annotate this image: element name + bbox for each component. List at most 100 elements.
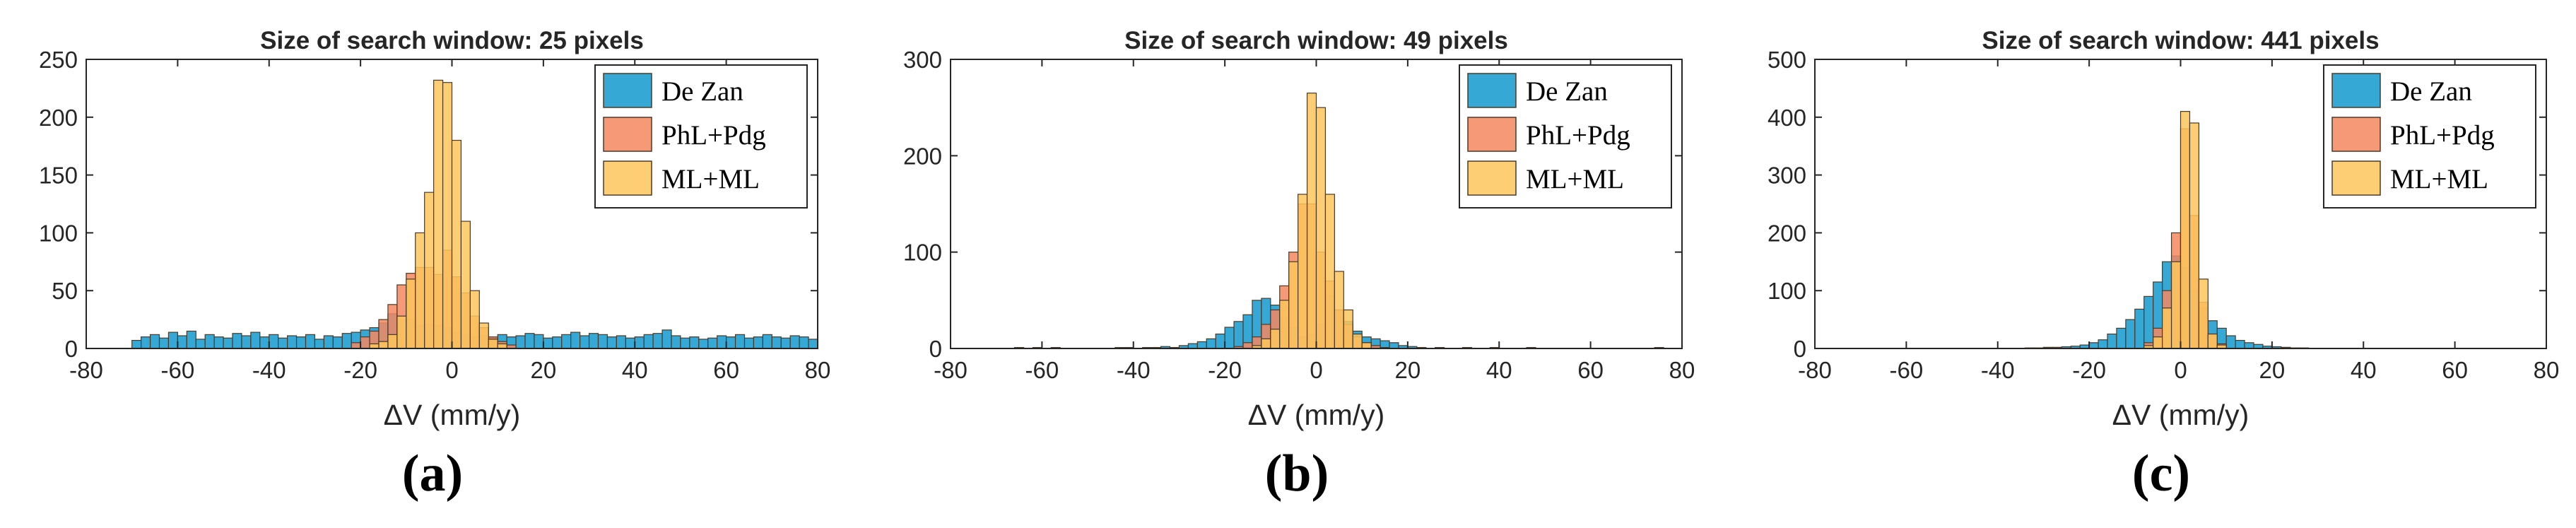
histogram-bar	[2225, 335, 2236, 349]
histogram-bar	[524, 333, 535, 349]
histogram-bar	[2180, 111, 2191, 349]
x-tick-label: 20	[531, 357, 557, 383]
x-axis-label: ΔV (mm/y)	[384, 399, 521, 431]
x-tick-label: 80	[1669, 357, 1695, 383]
histogram-bar	[2244, 342, 2254, 349]
histogram-bar	[1298, 194, 1308, 349]
y-tick-label: 300	[1768, 163, 1806, 189]
x-tick-label: 0	[445, 357, 458, 383]
histogram-bar	[597, 334, 608, 349]
legend-label: De Zan	[661, 76, 743, 107]
histogram-bar	[2107, 333, 2117, 349]
histogram-bar	[661, 329, 672, 349]
histogram-bar	[580, 335, 590, 349]
histogram-bar	[2189, 122, 2199, 349]
legend: De Zan PhL+Pdg ML+ML	[594, 64, 808, 209]
histogram-bar	[424, 192, 435, 349]
histogram-bar	[488, 339, 498, 349]
y-tick-label: 500	[1768, 47, 1806, 73]
histogram-bar	[415, 232, 425, 349]
histogram-bar	[1261, 338, 1271, 349]
histogram-bar	[149, 334, 160, 349]
histogram-bar	[689, 336, 700, 349]
histogram-bar	[195, 339, 206, 349]
histogram-bar	[269, 334, 279, 349]
legend-label: PhL+Pdg	[1526, 120, 1630, 151]
histogram-bar	[552, 336, 563, 349]
x-tick-label: -80	[934, 357, 968, 383]
legend-swatch	[1467, 73, 1517, 108]
histogram-bar	[478, 322, 489, 349]
x-tick-label: -80	[69, 357, 103, 383]
histogram-bar	[616, 335, 626, 349]
histogram-bar	[223, 337, 233, 349]
x-tick-label: -60	[1025, 357, 1059, 383]
x-axis-label: ΔV (mm/y)	[2112, 399, 2249, 431]
histogram-bar	[323, 335, 334, 349]
chart-title: Size of search window: 25 pixels	[260, 27, 644, 54]
histogram-bar	[799, 336, 809, 349]
histogram-bar	[2098, 339, 2108, 349]
y-tick-label: 50	[52, 278, 78, 304]
histogram-bar	[232, 333, 242, 349]
histogram-bar	[1215, 333, 1225, 349]
histogram-bar	[396, 315, 407, 349]
histogram-bar	[1352, 333, 1363, 349]
histogram-bar	[2153, 336, 2163, 349]
legend-swatch	[603, 73, 652, 108]
histogram-bar	[433, 79, 444, 349]
histogram-bar	[378, 341, 389, 349]
chart-title: Size of search window: 49 pixels	[1124, 27, 1508, 54]
legend-swatch	[2331, 117, 2381, 152]
histogram-bar	[241, 335, 252, 349]
legend-swatch	[603, 160, 652, 196]
histogram-bar	[680, 337, 690, 349]
histogram-bar	[1315, 107, 1327, 349]
histogram-bar	[131, 339, 142, 349]
x-tick-label: 60	[713, 357, 739, 383]
histogram-bar	[186, 330, 196, 349]
legend-swatch	[1467, 160, 1517, 196]
x-tick-label: -60	[1890, 357, 1924, 383]
histogram-bar	[167, 332, 178, 349]
legend-label: ML+ML	[2390, 164, 2488, 194]
histogram-bar	[351, 342, 361, 349]
histogram-bar	[2235, 339, 2245, 349]
histogram-bar	[387, 334, 398, 349]
histogram-bar	[543, 337, 553, 349]
histogram-bar	[671, 335, 681, 349]
x-tick-label: -20	[2072, 357, 2106, 383]
x-tick-label: 60	[2442, 357, 2468, 383]
y-tick-label: 400	[1768, 105, 1806, 131]
x-tick-label: -20	[343, 357, 377, 383]
y-tick-label: 0	[1794, 336, 1806, 362]
histogram-bar	[213, 336, 224, 349]
x-axis-label: ΔV (mm/y)	[1248, 399, 1385, 431]
histogram-bar	[1361, 342, 1372, 349]
histogram-bar	[451, 139, 462, 349]
histogram-bar	[1288, 261, 1299, 349]
histogram-bar	[406, 278, 416, 349]
x-tick-label: 40	[2351, 357, 2377, 383]
histogram-bar	[469, 290, 480, 349]
histogram-bar	[1306, 93, 1317, 349]
histogram-bar	[1343, 309, 1353, 349]
histogram-bar	[753, 336, 763, 349]
x-tick-label: 60	[1577, 357, 1604, 383]
histogram-bar	[158, 337, 170, 349]
histogram-bar	[625, 337, 635, 349]
histogram-bar	[707, 337, 718, 349]
legend-label: PhL+Pdg	[661, 120, 766, 151]
histogram-bar	[141, 336, 151, 349]
histogram-bar	[643, 334, 654, 349]
histogram-bar	[1389, 342, 1399, 349]
histogram-bar	[743, 337, 755, 349]
histogram-bar	[305, 334, 316, 349]
x-tick-label: 20	[2259, 357, 2286, 383]
caption-b: (b)	[1264, 445, 1329, 503]
histogram-bar	[314, 339, 324, 349]
histogram-bar	[515, 335, 526, 349]
histogram-bar	[2162, 307, 2172, 349]
y-tick-label: 0	[929, 336, 942, 362]
histogram-bar	[1224, 327, 1235, 349]
